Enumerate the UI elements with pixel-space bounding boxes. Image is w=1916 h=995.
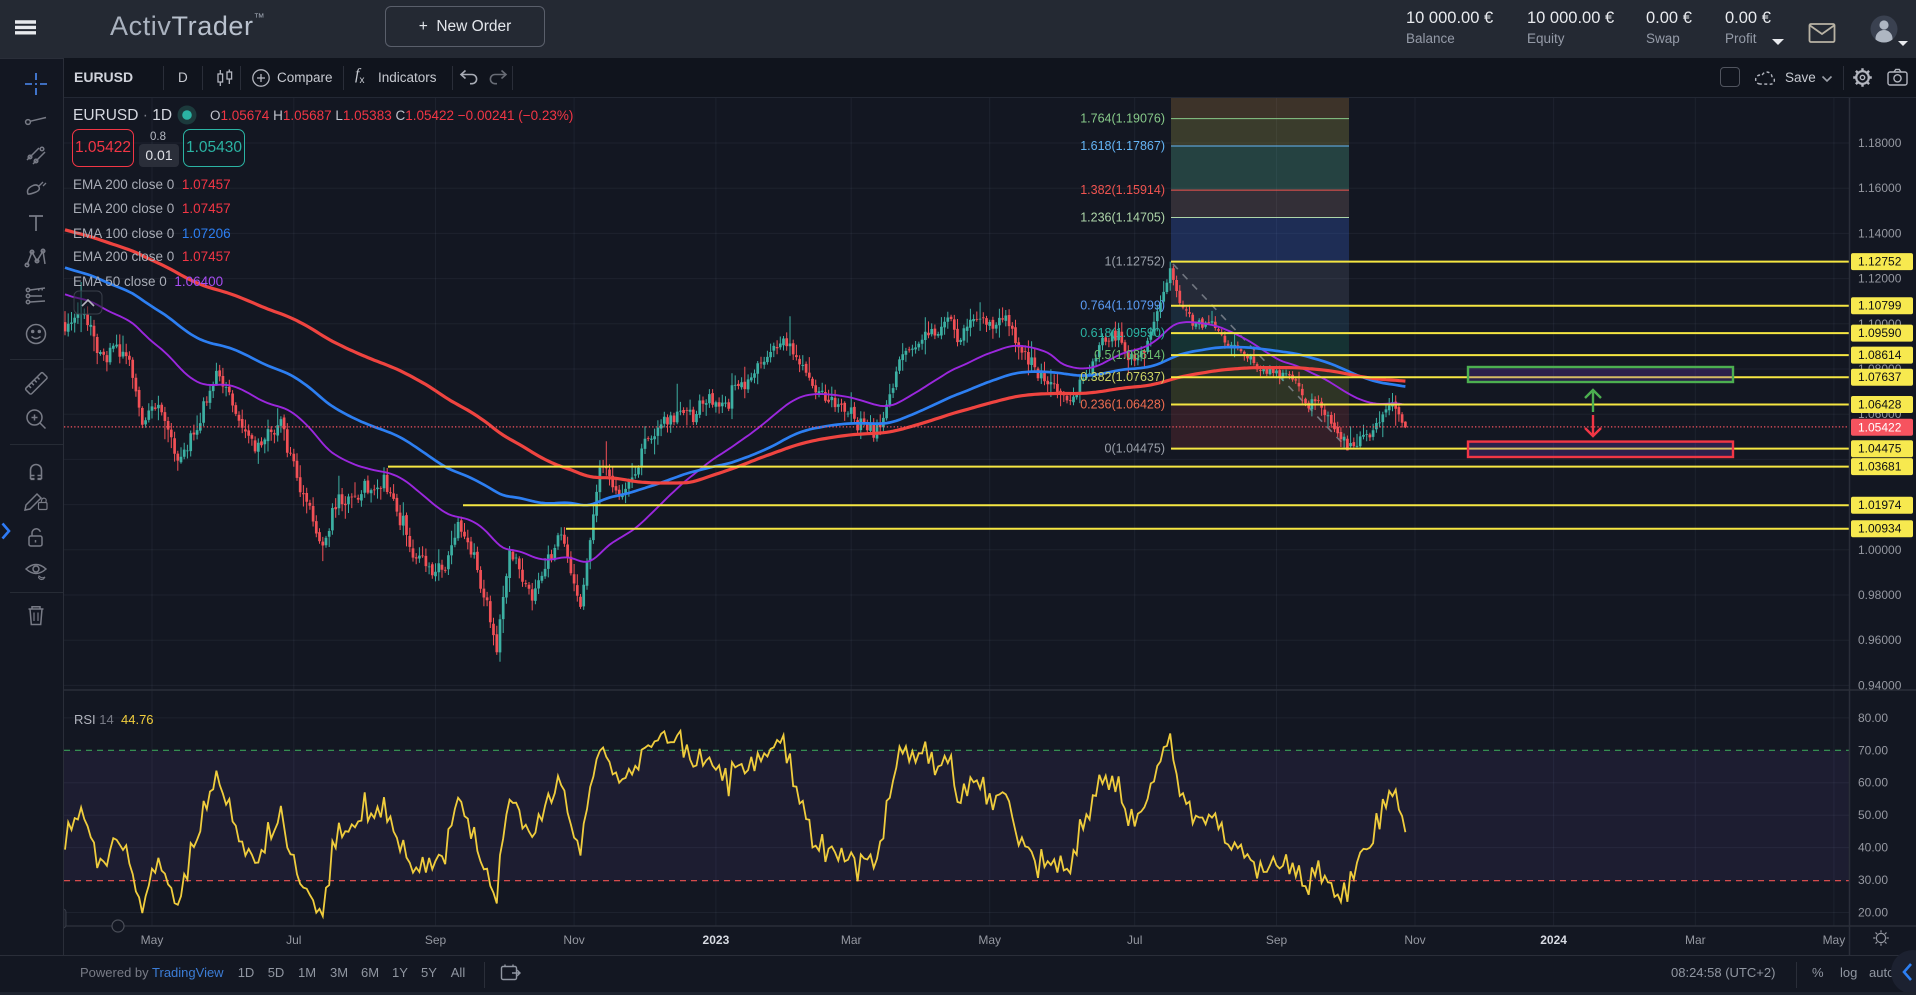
svg-text:60.00: 60.00 <box>1858 776 1888 790</box>
svg-text:0.94000: 0.94000 <box>1858 678 1902 692</box>
svg-text:0.764(1.10799): 0.764(1.10799) <box>1080 299 1165 313</box>
svg-text:1.06428: 1.06428 <box>1858 398 1902 412</box>
svg-text:20.00: 20.00 <box>1858 906 1888 920</box>
svg-text:30.00: 30.00 <box>1858 873 1888 887</box>
svg-text:1(1.12752): 1(1.12752) <box>1105 255 1165 269</box>
svg-text:2024: 2024 <box>1540 933 1567 947</box>
svg-text:1.12752: 1.12752 <box>1858 255 1902 269</box>
svg-text:0.382(1.07637): 0.382(1.07637) <box>1080 370 1165 384</box>
svg-text:0.618(1.09590): 0.618(1.09590) <box>1080 326 1165 340</box>
svg-text:Nov: Nov <box>563 933 584 947</box>
svg-text:1.16000: 1.16000 <box>1858 181 1902 195</box>
svg-text:80.00: 80.00 <box>1858 711 1888 725</box>
svg-text:1.00934: 1.00934 <box>1858 522 1902 536</box>
svg-text:1.236(1.14705): 1.236(1.14705) <box>1080 210 1165 224</box>
svg-text:1.382(1.15914): 1.382(1.15914) <box>1080 183 1165 197</box>
svg-text:40.00: 40.00 <box>1858 841 1888 855</box>
svg-text:Mar: Mar <box>1685 933 1706 947</box>
svg-text:1.00000: 1.00000 <box>1858 543 1902 557</box>
svg-text:Jul: Jul <box>286 933 301 947</box>
svg-text:1.618(1.17867): 1.618(1.17867) <box>1080 139 1165 153</box>
svg-text:1.07637: 1.07637 <box>1858 370 1902 384</box>
svg-text:1.04475: 1.04475 <box>1858 442 1902 456</box>
svg-text:Nov: Nov <box>1404 933 1425 947</box>
svg-text:1.12000: 1.12000 <box>1858 272 1902 286</box>
svg-text:1.01974: 1.01974 <box>1858 498 1902 512</box>
svg-text:1.08614: 1.08614 <box>1858 348 1902 362</box>
svg-text:0.96000: 0.96000 <box>1858 633 1902 647</box>
svg-text:0.98000: 0.98000 <box>1858 588 1902 602</box>
svg-text:May: May <box>1823 933 1846 947</box>
svg-text:1.09590: 1.09590 <box>1858 326 1902 340</box>
svg-text:1.10799: 1.10799 <box>1858 299 1902 313</box>
svg-text:1.14000: 1.14000 <box>1858 226 1902 240</box>
svg-text:1.18000: 1.18000 <box>1858 136 1902 150</box>
svg-text:1.05422: 1.05422 <box>1858 420 1902 434</box>
svg-text:1.764(1.19076): 1.764(1.19076) <box>1080 112 1165 126</box>
svg-text:Sep: Sep <box>425 933 447 947</box>
svg-text:Mar: Mar <box>841 933 862 947</box>
svg-text:70.00: 70.00 <box>1858 743 1888 757</box>
svg-text:May: May <box>978 933 1001 947</box>
svg-text:May: May <box>141 933 164 947</box>
svg-text:1.03681: 1.03681 <box>1858 460 1902 474</box>
svg-text:50.00: 50.00 <box>1858 808 1888 822</box>
svg-text:0.5(1.08614): 0.5(1.08614) <box>1094 348 1165 362</box>
svg-text:2023: 2023 <box>703 933 730 947</box>
svg-text:Jul: Jul <box>1127 933 1142 947</box>
svg-text:Sep: Sep <box>1266 933 1288 947</box>
svg-text:0.236(1.06428): 0.236(1.06428) <box>1080 398 1165 412</box>
svg-text:0(1.04475): 0(1.04475) <box>1105 442 1165 456</box>
